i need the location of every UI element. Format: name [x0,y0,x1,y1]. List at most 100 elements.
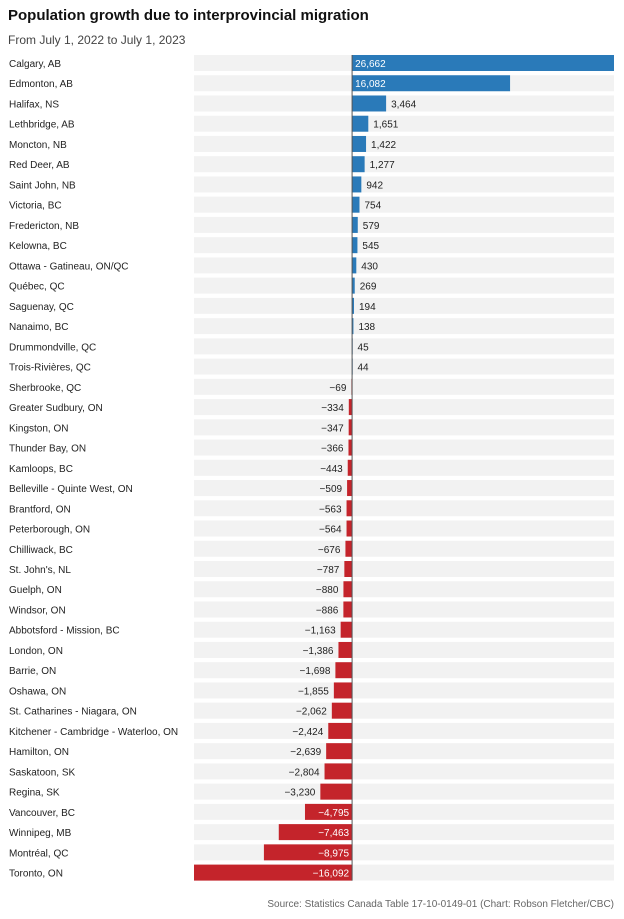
category-label: Victoria, BC [9,201,62,212]
category-label: Lethbridge, AB [9,120,75,131]
data-bar [352,237,358,254]
value-label: 579 [363,221,380,232]
category-label: Thunder Bay, ON [9,444,86,455]
row-background [194,378,614,395]
data-bar [340,621,353,638]
value-label: 45 [358,342,370,353]
row-background [194,277,614,294]
row-background [194,95,614,112]
data-bar [352,257,357,274]
value-label: −563 [319,504,342,515]
value-label: −676 [318,545,341,556]
category-label: St. John's, NL [9,565,71,576]
row-background [194,662,614,679]
row-background [194,196,614,213]
data-bar [331,702,353,719]
row-background [194,176,614,193]
category-label: Kitchener - Cambridge - Waterloo, ON [9,727,178,738]
data-bar [348,399,353,416]
data-bar [344,561,353,577]
row-background [194,601,614,618]
data-bar [352,115,369,132]
value-label: 1,422 [371,140,396,151]
value-label: −2,804 [289,767,320,778]
category-label: Edmonton, AB [9,79,73,90]
category-label: Vancouver, BC [9,808,75,819]
row-background [194,439,614,456]
value-label: 16,082 [355,79,386,90]
value-label: −366 [321,444,344,455]
data-bar [348,419,353,436]
row-background [194,743,614,760]
category-label: Hamilton, ON [9,747,69,758]
row-background [194,500,614,517]
row-background [194,561,614,577]
value-label: 269 [360,282,377,293]
value-label: 1,651 [373,120,398,131]
row-background [194,783,614,800]
data-bar [347,459,353,476]
category-label: Red Deer, AB [9,160,70,171]
category-label: Windsor, ON [9,605,66,616]
category-label: Saguenay, QC [9,302,74,313]
value-label: −69 [329,383,346,394]
data-bar [352,216,358,233]
value-label: 26,662 [355,59,386,70]
data-bar [343,601,353,618]
data-bar [348,439,353,456]
row-background [194,459,614,476]
category-label: Ottawa - Gatineau, ON/QC [9,261,129,272]
value-label: −880 [316,585,339,596]
value-label: −2,639 [290,747,321,758]
category-label: London, ON [9,646,63,657]
data-bar [194,864,353,881]
value-label: −1,855 [298,686,329,697]
row-background [194,318,614,335]
category-label: Belleville - Quinte West, ON [9,484,133,495]
category-label: Abbotsford - Mission, BC [9,626,120,637]
data-bar [352,75,511,92]
row-background [194,237,614,254]
category-label: Drummondville, QC [9,342,96,353]
category-label: Regina, SK [9,788,60,799]
data-bar [338,641,353,658]
category-label: Greater Sudbury, ON [9,403,103,414]
value-label: −16,092 [313,869,350,880]
row-background [194,156,614,173]
category-label: Toronto, ON [9,869,63,880]
row-background [194,480,614,497]
category-label: Halifax, NS [9,99,59,110]
data-bar [278,824,353,841]
value-label: −1,163 [305,626,336,637]
data-bar [324,763,353,780]
value-label: −2,424 [292,727,323,738]
category-label: Chilliwack, BC [9,545,73,556]
row-background [194,338,614,355]
data-bar [304,803,353,820]
category-label: Moncton, NB [9,140,67,151]
row-background [194,641,614,658]
data-bar [346,500,353,517]
value-label: −4,795 [318,808,349,819]
value-label: 138 [358,322,375,333]
row-background [194,540,614,557]
data-bar [352,297,354,314]
value-label: 194 [359,302,376,313]
data-bar [347,480,353,497]
category-label: Québec, QC [9,282,65,293]
value-label: 754 [364,201,381,212]
row-background [194,297,614,314]
category-label: Kelowna, BC [9,241,67,252]
value-label: −886 [316,605,339,616]
value-label: −1,698 [300,666,331,677]
data-bar [346,520,353,537]
value-label: −8,975 [318,848,349,859]
value-label: −7,463 [318,828,349,839]
value-label: −334 [321,403,344,414]
value-label: 545 [362,241,379,252]
category-label: Saint John, NB [9,180,76,191]
row-background [194,358,614,375]
category-label: Sherbrooke, QC [9,383,81,394]
row-background [194,763,614,780]
